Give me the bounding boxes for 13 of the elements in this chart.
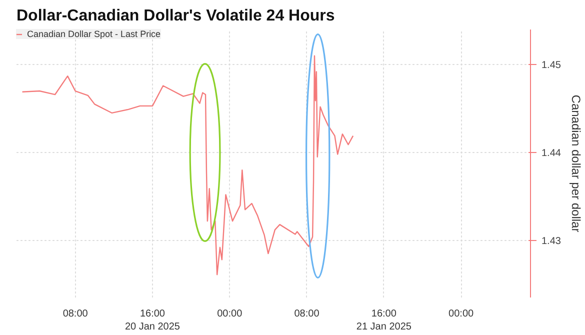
- x-tick-label: 16:00 20 Jan 2025: [124, 308, 180, 333]
- y-tick-label: 1.43: [542, 236, 562, 247]
- y-axis-title: Canadian dollar per dollar: [568, 94, 583, 232]
- y-tick-label: 1.44: [542, 148, 562, 160]
- legend-label: Canadian Dollar Spot - Last Price: [27, 29, 161, 39]
- x-tick-label: 16:00 21 Jan 2025: [356, 308, 412, 333]
- x-tick-label: 08:00: [294, 308, 320, 320]
- x-tick-label: 00:00: [448, 308, 474, 320]
- line-series: [22, 55, 354, 276]
- x-tick-label: 08:00: [62, 308, 88, 320]
- x-tick-label: 00:00: [217, 308, 243, 320]
- y-tick-label: 1.45: [542, 60, 562, 72]
- chart-title: Dollar-Canadian Dollar's Volatile 24 Hours: [16, 8, 335, 24]
